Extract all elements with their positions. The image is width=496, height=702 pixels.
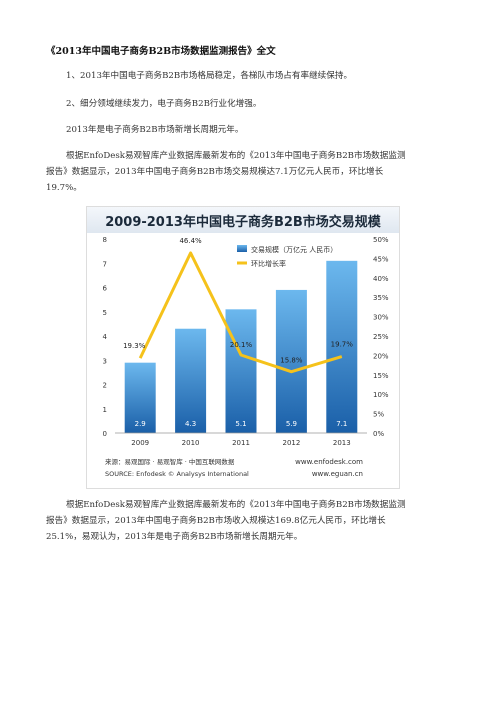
- y-right-tick-label: 40%: [373, 275, 389, 283]
- chart-url-1: www.enfodesk.com: [295, 458, 363, 466]
- bar: [175, 328, 207, 433]
- y-left-tick-label: 8: [103, 236, 107, 244]
- chart-source-cn: 来源：易观国际 · 易观智库 · 中国互联网数据: [105, 457, 235, 466]
- chart-legend: 交易规模（万亿元 人民币） 环比增长率: [237, 245, 337, 268]
- y-right-tick-label: 20%: [373, 352, 389, 360]
- y-right-tick-label: 10%: [373, 391, 389, 399]
- bar-value-label: 5.9: [286, 420, 297, 428]
- b2b-chart: 2009-2013年中国电子商务B2B市场交易规模 2.9 4.3 5.1 5.9 7.…: [86, 206, 400, 489]
- bar: [124, 362, 156, 433]
- chart-url-2: www.eguan.cn: [312, 470, 363, 478]
- y-left-tick-label: 3: [103, 357, 107, 365]
- line-value-label: 19.7%: [331, 341, 354, 349]
- point-1: 1、2013年中国电子商务B2B市场格局稳定，各梯队市场占有率继续保持。: [66, 71, 353, 81]
- x-tick-label: 2012: [282, 439, 300, 447]
- bar-value-label: 2.9: [135, 420, 146, 428]
- bar: [225, 309, 257, 433]
- legend-bar-swatch: [237, 245, 247, 252]
- y-right-tick-label: 30%: [373, 314, 389, 322]
- line-value-label: 15.8%: [280, 357, 303, 365]
- point-2: 2、细分领域继续发力，电子商务B2B行业化增强。: [66, 99, 262, 109]
- y-right-tick-label: 0%: [373, 430, 384, 438]
- bar: [275, 289, 307, 433]
- chart-title-bar: [87, 207, 399, 233]
- x-tick-label: 2013: [333, 439, 351, 447]
- y-left-tick-label: 2: [103, 382, 107, 390]
- bar-value-label: 7.1: [336, 420, 347, 428]
- y-left-tick-label: 6: [103, 285, 108, 293]
- line-value-label: 20.1%: [230, 341, 253, 349]
- line-value-label: 46.4%: [179, 237, 202, 245]
- legend-bar-label: 交易规模（万亿元 人民币）: [251, 245, 337, 254]
- y-right-tick-label: 45%: [373, 255, 389, 263]
- point-3: 2013年是电子商务B2B市场新增长周期元年。: [66, 125, 244, 135]
- chart-source-en: SOURCE: Enfodesk © Analysys Internationa…: [105, 470, 249, 478]
- y-left-tick-label: 5: [103, 309, 107, 317]
- x-tick-label: 2011: [232, 439, 250, 447]
- y-left-tick-label: 7: [103, 260, 107, 268]
- line-value-label: 19.3%: [123, 342, 146, 350]
- y-right-tick-label: 35%: [373, 294, 389, 302]
- bar-value-label: 5.1: [235, 420, 246, 428]
- legend-line-label: 环比增长率: [251, 259, 286, 268]
- y-right-tick-label: 5%: [373, 411, 384, 419]
- bar-value-label: 4.3: [185, 420, 196, 428]
- y-left-tick-label: 4: [103, 333, 108, 341]
- y-right-tick-label: 50%: [373, 236, 389, 244]
- y-right-tick-label: 15%: [373, 372, 389, 380]
- growth-line: [138, 251, 343, 374]
- chart-svg: 2009-2013年中国电子商务B2B市场交易规模 2.9 4.3 5.1 5.9 7.…: [87, 207, 399, 478]
- y-left-tick-label: 1: [103, 406, 107, 414]
- x-tick-label: 2010: [182, 439, 200, 447]
- y-left-tick-label: 0: [103, 430, 107, 438]
- paragraph-1: 根据EnfoDesk易观智库产业数据库最新发布的《2013年中国电子商务B2B市…: [46, 151, 406, 193]
- x-tick-label: 2009: [131, 439, 149, 447]
- chart-title: 2009-2013年中国电子商务B2B市场交易规模: [105, 214, 382, 230]
- document-title: 《2013年中国电子商务B2B市场数据监测报告》全文: [46, 46, 276, 57]
- bar: [326, 260, 358, 433]
- paragraph-2: 根据EnfoDesk易观智库产业数据库最新发布的《2013年中国电子商务B2B市…: [46, 500, 406, 542]
- y-right-tick-label: 25%: [373, 333, 389, 341]
